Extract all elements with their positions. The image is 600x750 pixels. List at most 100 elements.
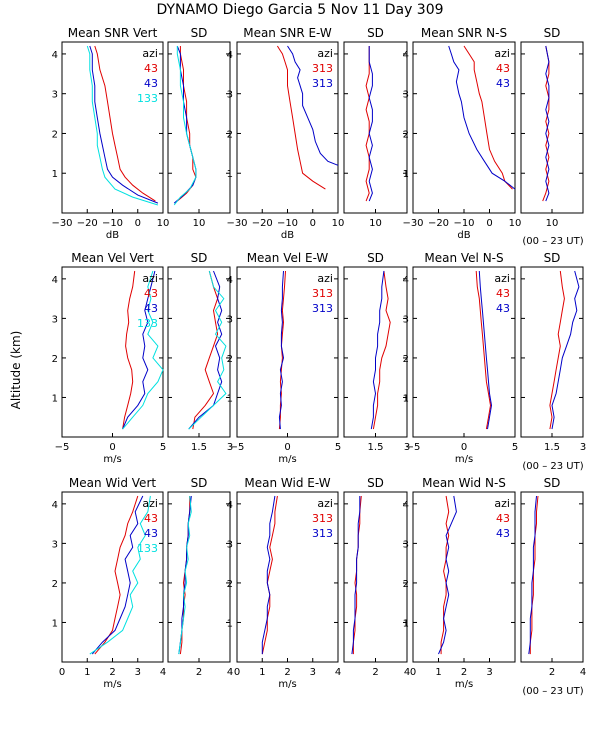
series-line-43 <box>122 270 136 430</box>
panel-title: Mean Wid E-W <box>244 476 330 490</box>
y-tick-label: 4 <box>227 275 233 286</box>
series-line-43 <box>188 270 223 430</box>
x-tick-label: 3 <box>310 667 316 678</box>
legend-title: azi <box>317 497 333 510</box>
legend-entry-313: 313 <box>312 287 333 300</box>
x-tick-label: 10 <box>332 218 345 229</box>
panel-title: SD <box>544 476 561 490</box>
x-tick-label: −10 <box>277 218 298 229</box>
y-tick-label: 2 <box>403 579 409 590</box>
y-tick-label: 4 <box>403 500 409 511</box>
series-line-43 <box>478 270 493 430</box>
panel-title: Mean Vel N-S <box>424 251 503 265</box>
y-tick-label: 2 <box>52 579 58 590</box>
x-tick-label: 3 <box>580 442 586 453</box>
y-tick-label: 2 <box>52 354 58 365</box>
x-tick-label: 0 <box>410 667 416 678</box>
x-tick-label: 1.5 <box>191 442 207 453</box>
x-tick-label: 0 <box>486 218 492 229</box>
series-line-133 <box>188 270 227 430</box>
series-line-313 <box>368 46 373 202</box>
y-tick-label: 1 <box>52 393 58 404</box>
legend-title: azi <box>317 272 333 285</box>
x-axis-label: m/s <box>278 679 296 690</box>
x-tick-label: 1 <box>84 667 90 678</box>
x-tick-label: 4 <box>580 667 586 678</box>
legend-title: azi <box>317 47 333 60</box>
series-line-43 <box>94 45 156 202</box>
x-axis-label: m/s <box>278 454 296 465</box>
x-tick-label: 10 <box>369 218 382 229</box>
y-tick-label: 3 <box>227 314 233 325</box>
x-axis-label: m/s <box>103 679 121 690</box>
panel-vel-ew-sd: SD 1.5 3 <box>343 251 410 453</box>
axes-frame <box>343 41 408 214</box>
series-line-43 <box>475 270 492 430</box>
y-tick-label: 1 <box>52 169 58 180</box>
x-tick-label: −10 <box>102 218 123 229</box>
panel-vel-ns-sd: SD 1.5 3 <box>520 251 586 453</box>
panel-title: SD <box>191 251 208 265</box>
x-tick-label: 5 <box>335 442 341 453</box>
x-tick-label: 0 <box>310 218 316 229</box>
legend-entry-43: 43 <box>144 512 158 525</box>
y-tick-label: 1 <box>227 169 233 180</box>
panel-title: SD <box>191 26 208 40</box>
time-note-row-3: (00 – 23 UT) <box>522 686 583 697</box>
panel-vel-vert-sd: SD 1.5 3 <box>167 251 233 453</box>
series-line-43 <box>94 495 139 655</box>
x-tick-label: −5 <box>230 442 245 453</box>
y-tick-label: 4 <box>403 50 409 61</box>
series-line-43 <box>448 45 516 190</box>
series-line-133 <box>89 495 151 655</box>
panel-title: Mean Wid N-S <box>422 476 506 490</box>
y-tick-label: 4 <box>52 50 58 61</box>
panel-snr-ns: Mean SNR N-S 1 2 3 4 −30 −20 −10 0 10 dB azi 43 43 <box>402 26 521 241</box>
series-line-43 <box>551 270 580 430</box>
y-tick-label: 2 <box>403 354 409 365</box>
x-tick-label: −20 <box>77 218 98 229</box>
x-tick-label: 1.5 <box>368 442 384 453</box>
x-tick-label: 1 <box>435 667 441 678</box>
series-line-43 <box>529 495 539 655</box>
legend-entry-43: 43 <box>144 77 158 90</box>
legend-entry-43: 43 <box>496 77 510 90</box>
x-tick-label: 4 <box>404 667 410 678</box>
series-line-43 <box>89 45 159 204</box>
x-tick-label: 0 <box>135 218 141 229</box>
legend-title: azi <box>494 497 510 510</box>
axes-frame <box>343 266 408 438</box>
y-tick-label: 3 <box>227 539 233 550</box>
x-tick-label: 2 <box>461 667 467 678</box>
legend-title: azi <box>142 47 158 60</box>
legend-title: azi <box>494 47 510 60</box>
panel-vel-ew: Mean Vel E-W 1 2 3 4 −5 0 5 m/s azi 313 313 <box>227 251 342 465</box>
y-tick-label: 2 <box>227 354 233 365</box>
y-tick-label: 1 <box>403 618 409 629</box>
legend-entry-43: 43 <box>496 287 510 300</box>
series-line-43 <box>549 270 565 430</box>
series-line-43 <box>122 270 156 430</box>
x-tick-label: −30 <box>51 218 72 229</box>
x-tick-label: −20 <box>428 218 449 229</box>
panel-snr-vert: Mean SNR Vert 1 2 3 4 −30 −20 −10 0 10 dB azi 43 43 13… <box>51 26 169 241</box>
panel-wid-vert-sd: SD 2 4 <box>167 476 233 678</box>
series-line-43 <box>440 495 450 655</box>
y-tick-label: 4 <box>52 500 58 511</box>
legend-entry-133: 133 <box>137 542 158 555</box>
legend-title: azi <box>142 497 158 510</box>
x-tick-label: 4 <box>160 667 166 678</box>
y-tick-label: 2 <box>52 129 58 140</box>
x-tick-label: 5 <box>160 442 166 453</box>
panel-snr-vert-sd: SD 10 <box>167 26 231 229</box>
y-tick-label: 1 <box>227 618 233 629</box>
x-tick-label: −30 <box>226 218 247 229</box>
series-line-313 <box>276 45 326 190</box>
legend-entry-313: 313 <box>312 62 333 75</box>
x-tick-label: 2 <box>109 667 115 678</box>
x-tick-label: 0 <box>59 667 65 678</box>
legend-title: azi <box>142 272 158 285</box>
legend-entry-43: 43 <box>144 302 158 315</box>
series-line-313 <box>352 495 362 655</box>
